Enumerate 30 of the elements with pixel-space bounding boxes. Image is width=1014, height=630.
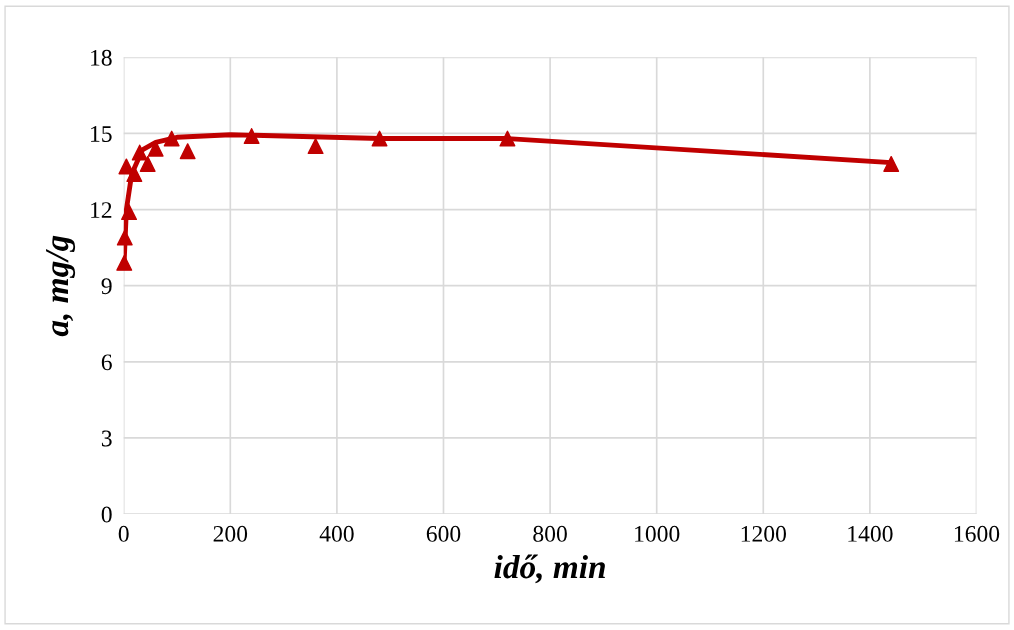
point — [163, 130, 180, 147]
point — [131, 144, 148, 161]
point — [116, 229, 133, 246]
y-tick-label: 18 — [91, 49, 112, 66]
point — [883, 155, 900, 172]
point — [121, 204, 138, 221]
x-tick-label: 600 — [426, 525, 461, 542]
x-tick-label: 1600 — [954, 525, 1000, 542]
y-tick-label: 12 — [91, 202, 112, 218]
y-tick-label: 6 — [101, 354, 112, 371]
x-tick-label: 1400 — [848, 525, 893, 542]
point — [116, 254, 133, 271]
point — [499, 130, 516, 147]
x-axis-title: idő, min — [494, 554, 605, 584]
point — [179, 143, 196, 160]
point — [307, 138, 324, 155]
y-tick-label: 9 — [101, 278, 112, 295]
point — [371, 130, 388, 147]
x-tick-label: 200 — [213, 525, 248, 542]
x-tick-label: 400 — [319, 525, 354, 542]
x-tick-label: 0 — [118, 525, 129, 542]
point — [139, 155, 156, 172]
y-tick-label: 0 — [101, 506, 112, 523]
x-tick-label: 1000 — [635, 525, 680, 542]
y-tick-label: 3 — [101, 430, 112, 447]
point — [243, 128, 260, 144]
y-tick-label: 15 — [91, 126, 112, 142]
x-tick-label: 800 — [533, 525, 567, 542]
x-tick-label: 1200 — [741, 525, 786, 542]
y-axis-title: a, mg/g — [46, 235, 76, 337]
